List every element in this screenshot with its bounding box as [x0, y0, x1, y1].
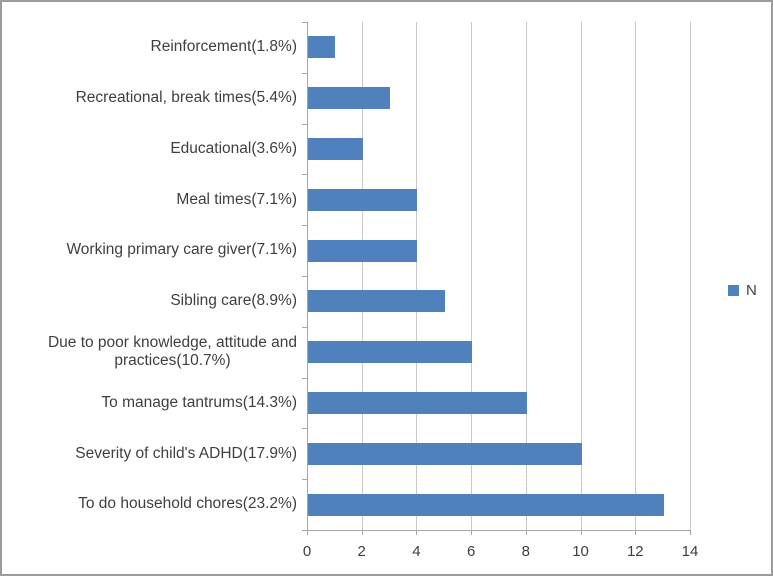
bar	[308, 442, 582, 465]
y-axis-tick	[302, 377, 307, 379]
category-label-text: Sibling care(8.9%)	[170, 292, 297, 310]
y-axis-tick	[302, 276, 307, 277]
bar	[308, 341, 473, 364]
legend-label: N	[746, 282, 757, 299]
category-label-text: To do household chores(23.2%)	[78, 495, 297, 513]
category-label-text: Severity of child's ADHD(17.9%)	[75, 444, 297, 462]
gridline	[416, 22, 418, 530]
gridline	[525, 22, 527, 530]
bar	[308, 188, 418, 211]
y-axis-tick	[302, 326, 307, 328]
x-axis-tick	[635, 530, 637, 535]
x-tick-label: 4	[412, 543, 421, 560]
category-label-text: Recreational, break times(5.4%)	[75, 89, 297, 107]
x-tick-label: 8	[521, 543, 531, 560]
x-tick-label: 10	[572, 543, 589, 560]
y-axis-tick	[302, 174, 307, 176]
category-label: Sibling care(8.9%)	[2, 276, 297, 327]
category-label: Due to poor knowledge, attitude and prac…	[2, 327, 297, 378]
category-label-text: Working primary care giver(7.1%)	[66, 241, 297, 259]
bar	[308, 493, 664, 516]
legend-swatch-icon	[728, 285, 739, 296]
category-label-text: Educational(3.6%)	[170, 139, 297, 157]
x-tick-label: 12	[626, 543, 644, 560]
legend: N	[728, 282, 757, 299]
x-axis-tick	[580, 530, 582, 535]
category-label: To manage tantrums(14.3%)	[2, 378, 297, 429]
category-label: Meal times(7.1%)	[2, 174, 297, 225]
x-axis-tick	[690, 530, 691, 535]
gridline	[690, 22, 691, 530]
category-label: Reinforcement(1.8%)	[2, 22, 297, 73]
x-tick-label: 2	[357, 543, 366, 560]
bar	[308, 87, 391, 110]
y-axis-tick	[302, 22, 307, 23]
x-axis-tick	[307, 530, 308, 535]
x-tick-label: 6	[466, 543, 476, 560]
category-label: To do household chores(23.2%)	[2, 479, 297, 530]
category-label: Severity of child's ADHD(17.9%)	[2, 428, 297, 479]
category-label-text: Reinforcement(1.8%)	[150, 38, 297, 56]
category-label: Educational(3.6%)	[2, 124, 297, 175]
x-axis-tick	[416, 530, 418, 535]
category-label-text: To manage tantrums(14.3%)	[101, 393, 297, 411]
bar	[308, 239, 418, 262]
bar	[308, 36, 336, 59]
x-axis-tick	[471, 530, 473, 535]
x-tick-label: 0	[302, 543, 312, 560]
y-axis-tick	[302, 428, 307, 430]
x-tick-label: 14	[681, 543, 699, 560]
gridline	[361, 22, 363, 530]
category-label: Recreational, break times(5.4%)	[2, 73, 297, 124]
x-axis	[307, 530, 690, 531]
y-axis-tick	[302, 530, 307, 531]
y-axis-tick	[302, 225, 307, 227]
category-label-text: Due to poor knowledge, attitude and prac…	[47, 333, 297, 370]
gridline	[580, 22, 582, 530]
y-axis	[307, 22, 308, 530]
bar	[308, 290, 445, 313]
x-axis-tick	[361, 530, 363, 535]
bar	[308, 138, 363, 160]
gridline	[471, 22, 473, 530]
bar	[308, 392, 527, 414]
gridline	[635, 22, 637, 530]
y-axis-tick	[302, 123, 307, 125]
y-axis-tick	[302, 72, 307, 74]
x-axis-tick	[525, 530, 527, 535]
y-axis-tick	[302, 479, 307, 481]
category-label-text: Meal times(7.1%)	[176, 190, 297, 208]
category-label: Working primary care giver(7.1%)	[2, 225, 297, 276]
